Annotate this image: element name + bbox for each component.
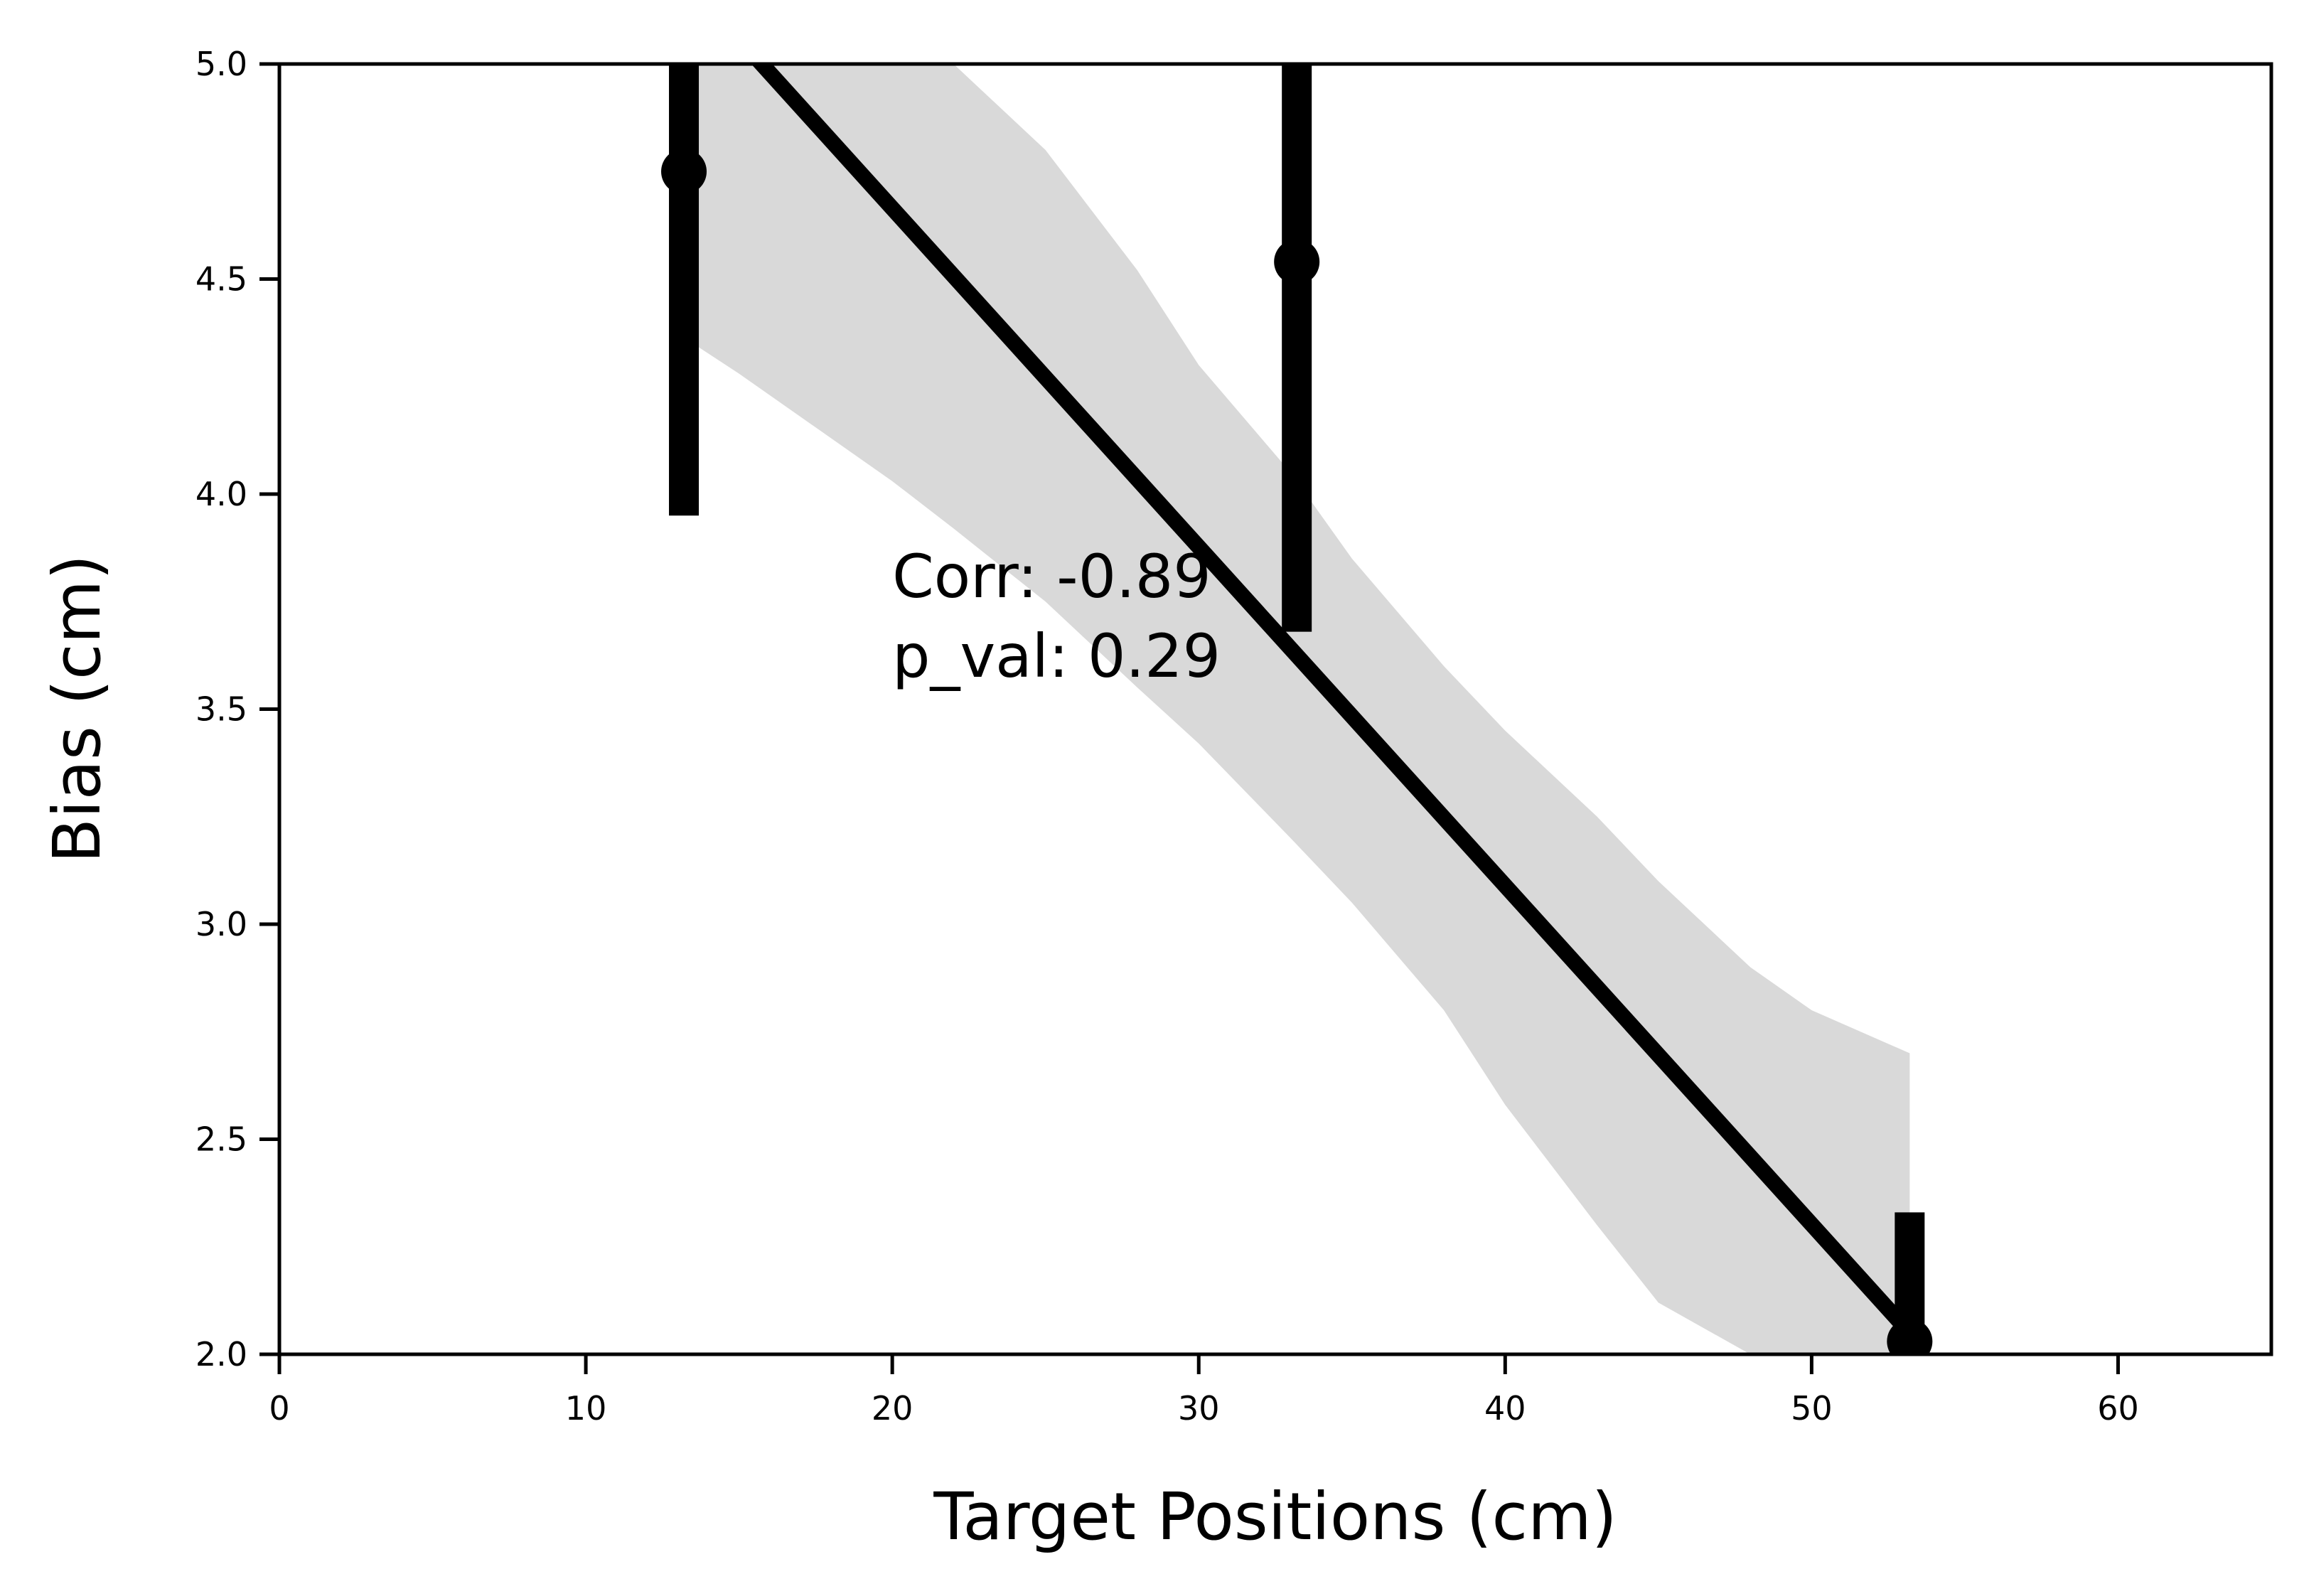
y-tick-label: 5.0 bbox=[195, 45, 247, 83]
y-tick-label: 3.0 bbox=[195, 905, 247, 943]
y-axis: 2.0 2.5 3.0 3.5 4.0 4.5 5.0 bbox=[195, 45, 279, 1373]
y-tick-label: 4.0 bbox=[195, 475, 247, 513]
x-tick-label: 40 bbox=[1484, 1389, 1526, 1428]
p-value-annotation: p_val: 0.29 bbox=[892, 621, 1221, 691]
data-point-1 bbox=[661, 149, 707, 195]
correlation-annotation: Corr: -0.89 bbox=[892, 542, 1211, 611]
x-tick-label: 20 bbox=[872, 1389, 913, 1428]
x-tick-label: 50 bbox=[1791, 1389, 1833, 1428]
x-tick-label: 30 bbox=[1178, 1389, 1220, 1428]
data-point-3 bbox=[1887, 1318, 1933, 1354]
y-tick-label: 3.5 bbox=[195, 690, 247, 729]
plot-area bbox=[661, 64, 1933, 1354]
y-tick-label: 4.5 bbox=[195, 260, 247, 299]
x-tick-label: 10 bbox=[565, 1389, 607, 1428]
y-axis-label: Bias (cm) bbox=[39, 555, 115, 863]
regression-line bbox=[751, 64, 1916, 1339]
y-tick-label: 2.5 bbox=[195, 1120, 247, 1159]
data-point-2 bbox=[1274, 239, 1320, 285]
x-tick-label: 0 bbox=[269, 1389, 289, 1428]
x-axis-label: Target Positions (cm) bbox=[933, 1479, 1617, 1555]
x-tick-label: 60 bbox=[2097, 1389, 2139, 1428]
annotation-group: Corr: -0.89 p_val: 0.29 bbox=[892, 542, 1221, 691]
confidence-band bbox=[692, 64, 1910, 1354]
x-axis: 0 10 20 30 40 50 60 bbox=[269, 1354, 2139, 1428]
y-tick-label: 2.0 bbox=[195, 1335, 247, 1373]
